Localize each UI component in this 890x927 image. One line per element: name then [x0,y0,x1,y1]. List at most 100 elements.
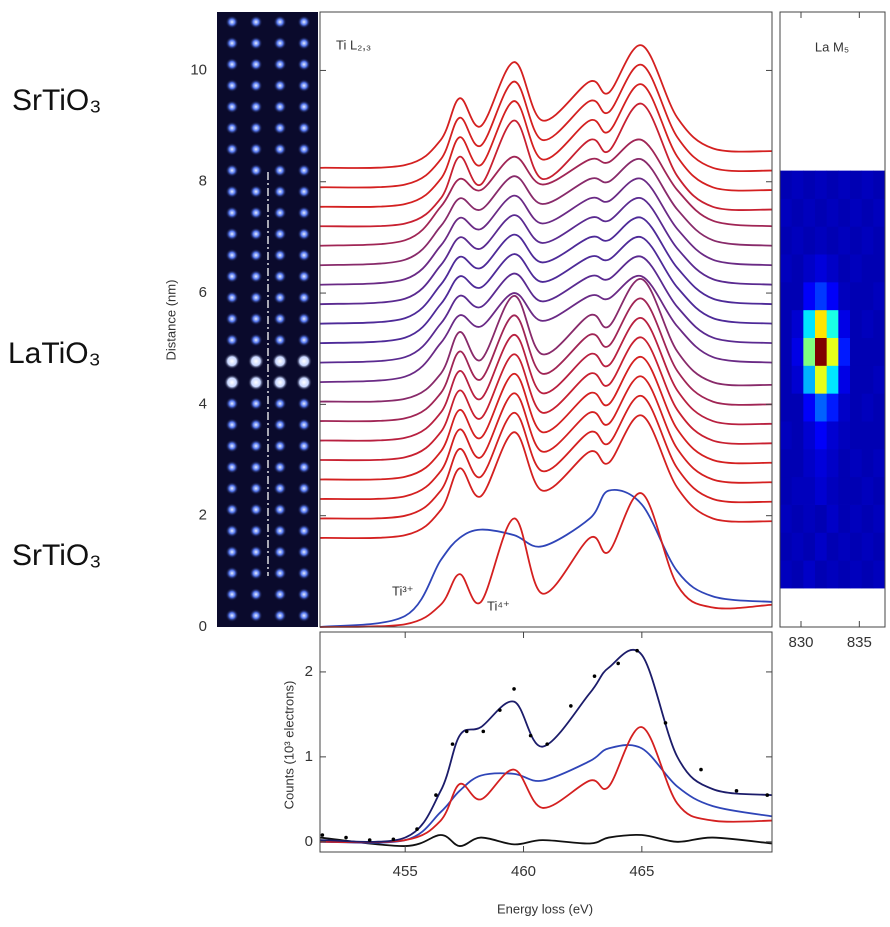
heatmap-cell [780,226,793,255]
atom-column [225,460,239,474]
atom-column [225,269,239,283]
atom-column [225,121,239,135]
heatmap-cell [803,365,816,394]
data-point [344,835,348,840]
atom-column [273,142,287,156]
heatmap-cell [850,560,863,589]
heatmap-cell [826,226,839,255]
atom-column [297,418,311,432]
atom-column [225,206,239,220]
spectrum-line [319,236,773,345]
heatmap-cell [780,309,793,338]
atom-column [297,503,311,517]
atom-column [297,312,311,326]
spectrum-line [319,395,773,520]
heatmap-cell [850,448,863,478]
atom-column [273,227,287,241]
atom-column [249,460,263,474]
atom-column [297,439,311,453]
spectrum-line [319,414,773,540]
heatmap-cell [838,337,851,366]
atom-column [249,142,263,156]
heatmap-cell [826,198,839,227]
atom-column [249,503,263,517]
atom-column [249,248,263,262]
atom-column [249,545,263,559]
atom-column [248,353,264,370]
heatmap-cell [873,560,886,589]
heatmap-cell [850,365,863,394]
atom-column [225,333,239,347]
heatmap-cell [873,309,886,338]
atom-column [225,57,239,71]
atom-column [297,524,311,538]
atom-column [273,206,287,220]
heatmap-cell [780,421,793,450]
heatmap-cell [838,198,851,227]
atom-column [224,353,240,370]
atom-column [249,333,263,347]
atom-column [297,587,311,601]
data-point [528,733,533,738]
x-tick-label: 460 [511,863,536,880]
heatmap-cell [780,254,793,283]
atom-column [297,163,311,177]
heatmap-cell [873,532,886,561]
heatmap-cell [873,448,886,478]
atom-column [249,397,263,411]
atom-column [297,36,311,50]
annotation: Ti⁴⁺ [487,598,510,613]
y-tick-label: 2 [305,663,313,680]
heatmap-cell [861,476,874,505]
atom-column [297,291,311,305]
atom-column [273,248,287,262]
heatmap-cell [838,309,851,338]
spectrum-line [319,197,773,306]
data-point [569,704,573,708]
heatmap-cell [873,281,886,311]
spectrum-line [319,278,773,403]
heatmap-cell [780,170,793,199]
heatmap-cell [861,448,874,478]
heatmap-cell [850,281,863,311]
spectrum-line [319,216,773,325]
x-axis-label: Energy loss (eV) [497,901,593,916]
spectrum-line [319,63,773,189]
heatmap-cell [791,504,804,533]
atom-column [225,587,239,601]
heatmap-cell [873,226,886,255]
heatmap-cell [815,476,828,505]
atom-column [249,481,263,495]
atom-column [225,609,239,623]
heatmap-cell [826,448,839,478]
heatmap-cell [803,448,816,478]
y-tick-label: 8 [199,173,207,190]
spectrum-line [319,255,773,364]
spectrum-line [319,83,773,208]
atom-column [297,460,311,474]
data-point [434,793,438,797]
atom-column [225,227,239,241]
panel-border [319,11,773,628]
data-point [765,793,770,797]
atom-column [225,100,239,114]
heatmap-cell [791,476,804,505]
heatmap-cell [873,254,886,283]
y-tick-label: 2 [199,507,207,524]
atom-column [249,57,263,71]
heatmap-cell [826,337,839,366]
heatmap-cell [815,309,828,338]
atom-column [273,57,287,71]
atom-column [297,100,311,114]
heatmap-cell [803,560,816,589]
data-point [734,789,739,793]
heatmap-cell [850,170,863,199]
heatmap-cell [780,532,793,561]
atom-column [297,142,311,156]
atom-column [273,79,287,93]
heatmap-cell [815,198,828,227]
heatmap-cell [838,476,851,505]
data-point [699,767,703,772]
heatmap-cell [815,254,828,283]
spectrum-line [319,833,773,847]
